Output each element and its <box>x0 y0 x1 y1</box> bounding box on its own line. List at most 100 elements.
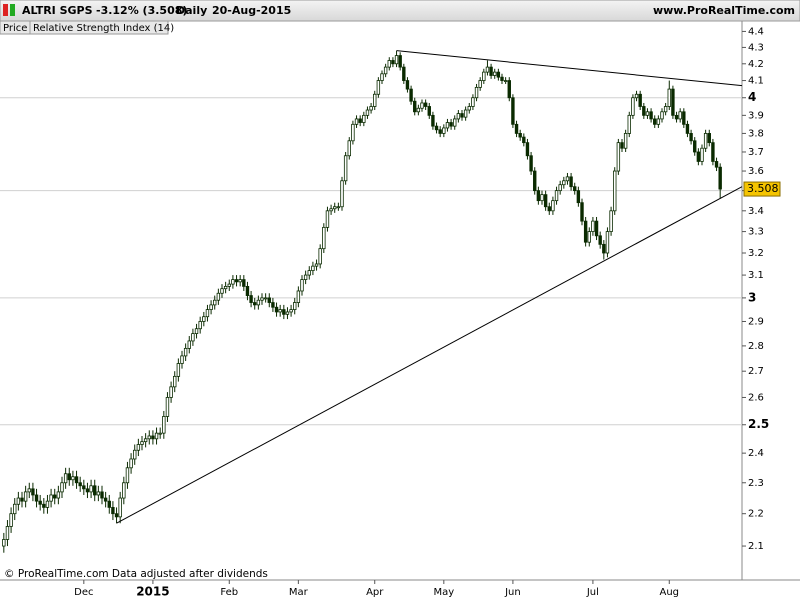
candle-body <box>162 416 166 434</box>
candle-body <box>89 485 93 493</box>
header-icon <box>10 4 15 16</box>
candle-body <box>522 136 526 144</box>
header-icon <box>3 4 8 16</box>
candle-body <box>133 449 137 460</box>
candle-body <box>503 80 508 82</box>
candle-body <box>289 309 293 313</box>
candle-body <box>391 60 395 65</box>
period: Daily <box>176 4 207 17</box>
candle-body <box>154 432 159 440</box>
candle-body <box>158 432 162 435</box>
candle-body <box>129 458 133 469</box>
candle-body <box>529 155 533 172</box>
candle-body <box>463 109 468 118</box>
candle-body <box>13 503 17 515</box>
candle-body <box>613 170 617 212</box>
tab-label[interactable]: Price <box>3 23 27 34</box>
candle-body <box>667 88 671 107</box>
candle-body <box>38 500 42 505</box>
candle-body <box>53 494 57 499</box>
candle-body <box>205 309 210 318</box>
candle-body <box>173 375 177 388</box>
candle-body <box>569 176 573 188</box>
candle-body <box>111 506 115 515</box>
candle-body <box>67 473 71 481</box>
candle-body <box>453 118 457 127</box>
candle-body <box>358 118 362 123</box>
candle-body <box>591 220 595 232</box>
candle-body <box>165 397 170 417</box>
x-tick-label: Aug <box>660 587 680 598</box>
candle-body <box>151 435 155 440</box>
y-tick-label: 2.2 <box>748 509 764 520</box>
candle-body <box>245 285 250 296</box>
candle-body <box>365 109 370 116</box>
candle-body <box>227 283 231 287</box>
candle-body <box>663 106 668 113</box>
candle-body <box>5 526 10 540</box>
candle-body <box>223 285 228 290</box>
candle-body <box>176 363 181 377</box>
candle-body <box>274 306 279 313</box>
candle-body <box>707 133 711 144</box>
candle-body <box>703 133 708 149</box>
candle-body <box>482 71 486 81</box>
y-tick-label: 3.6 <box>748 166 764 177</box>
y-tick-label: 3.8 <box>748 128 764 139</box>
candle-body <box>369 106 373 111</box>
candle-body <box>340 180 344 208</box>
candle-body <box>202 316 206 322</box>
candle-body <box>253 302 257 306</box>
candle-body <box>674 114 679 120</box>
x-tick-label: May <box>433 587 454 598</box>
candle-body <box>413 100 417 113</box>
candle-body <box>300 279 304 292</box>
candle-body <box>285 311 290 315</box>
candle-body <box>587 231 591 243</box>
x-tick-label: Jun <box>504 587 521 598</box>
y-tick-label: 3.1 <box>748 270 764 281</box>
candle-body <box>602 243 606 254</box>
candle-body <box>16 497 21 505</box>
candle-body <box>649 111 653 120</box>
candle-body <box>125 467 130 484</box>
candle-body <box>416 107 421 113</box>
candle-body <box>427 106 431 116</box>
footer: © ProRealTime.com Data adjusted after di… <box>4 568 268 580</box>
tab-label[interactable]: Relative Strength Index (14) <box>33 23 174 34</box>
candle-body <box>689 133 693 142</box>
candle-body <box>107 500 111 508</box>
tab[interactable] <box>29 20 169 35</box>
candle-body <box>325 210 330 228</box>
candle-body <box>536 190 541 202</box>
candle-body <box>42 503 46 508</box>
x-tick-label: 2015 <box>136 585 169 599</box>
candle-body <box>118 497 122 518</box>
candle-body <box>307 270 311 276</box>
candle-body <box>620 142 624 149</box>
header-bar <box>0 0 800 22</box>
candle-body <box>398 55 402 68</box>
x-tick-label: Mar <box>289 587 309 598</box>
candle-body <box>45 500 50 508</box>
candle-body <box>394 55 399 65</box>
y-tick-label: 2.3 <box>748 478 764 489</box>
candle-body <box>376 80 381 95</box>
candle-body <box>293 302 297 310</box>
candle-body <box>82 485 86 490</box>
candle-body <box>558 184 562 192</box>
candle-body <box>198 321 202 330</box>
candle-body <box>580 202 584 222</box>
candle-body <box>329 208 333 212</box>
candle-body <box>474 86 479 99</box>
candle-body <box>242 279 246 287</box>
candle-body <box>594 220 599 237</box>
y-tick-label: 4.4 <box>748 26 764 37</box>
candle-body <box>209 304 213 310</box>
candle-body <box>631 97 635 116</box>
candle-body <box>311 265 315 272</box>
candle-body <box>714 161 719 168</box>
candle-body <box>456 113 461 120</box>
candle-body <box>256 299 261 306</box>
candle-body <box>140 441 144 445</box>
